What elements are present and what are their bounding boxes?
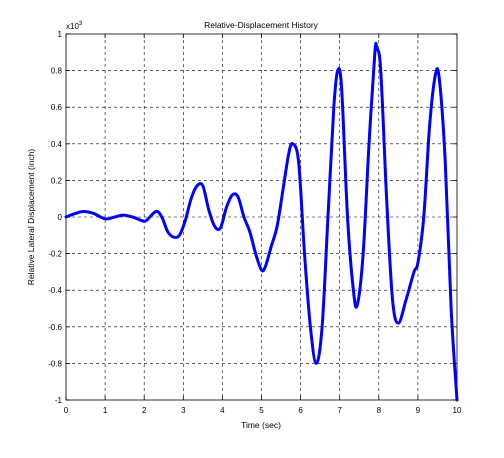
data-point xyxy=(237,196,239,198)
data-point xyxy=(456,399,458,401)
x-axis-label: Time (sec) xyxy=(241,420,281,430)
data-point xyxy=(276,225,278,227)
data-point xyxy=(422,216,425,218)
y-tick-label: -0.6 xyxy=(48,323,62,332)
data-point xyxy=(368,143,370,145)
data-point xyxy=(288,152,290,154)
data-point xyxy=(413,271,415,273)
x-tick-label: 9 xyxy=(416,406,421,415)
data-point xyxy=(82,210,85,213)
y-tick-label: 0.8 xyxy=(51,67,63,76)
x-tick-label: 0 xyxy=(64,406,69,415)
data-point xyxy=(104,218,106,220)
y-tick-label: -0.2 xyxy=(48,250,62,259)
x-tick-label: 1 xyxy=(103,406,108,415)
data-point xyxy=(145,219,147,222)
data-point xyxy=(270,245,273,248)
data-point xyxy=(225,207,228,209)
data-point xyxy=(141,219,144,222)
data-point xyxy=(379,69,382,72)
data-point xyxy=(190,197,192,200)
data-point xyxy=(264,265,267,268)
data-point xyxy=(336,69,339,72)
data-point xyxy=(297,161,300,163)
data-point xyxy=(213,225,216,227)
x-tick-labels: 0 1 2 3 4 5 6 7 8 9 10 xyxy=(64,406,462,415)
x-tick-label: 2 xyxy=(142,406,147,415)
data-point xyxy=(362,252,364,255)
y-tick-label: 1 xyxy=(58,30,63,39)
data-point xyxy=(327,216,329,218)
x-tick-label: 5 xyxy=(259,406,264,415)
data-point xyxy=(74,212,77,215)
data-point xyxy=(374,51,376,54)
data-point xyxy=(65,216,67,218)
data-point xyxy=(248,230,251,233)
y-axis-label: Relative Lateral Displacement (inch) xyxy=(26,149,36,286)
series-layer xyxy=(64,41,459,402)
y-tick-label: -1 xyxy=(55,396,63,405)
data-point xyxy=(356,304,359,306)
y-tick-label: 0 xyxy=(58,213,63,222)
data-point xyxy=(121,214,124,216)
data-point xyxy=(397,322,400,324)
y-tick-labels: -1 -0.8 -0.6 -0.4 -0.2 0 0.2 0.4 0.6 0.8 1 xyxy=(48,30,62,405)
y-exponent-label: x103 xyxy=(66,21,83,31)
data-point xyxy=(291,143,294,145)
data-point xyxy=(282,188,284,191)
data-point xyxy=(346,216,349,218)
data-point xyxy=(202,185,204,187)
data-point xyxy=(114,216,116,218)
data-point xyxy=(231,194,233,196)
data-point xyxy=(444,161,447,163)
data-point xyxy=(333,106,335,108)
y-tick-label: 0.4 xyxy=(51,140,63,149)
data-point xyxy=(340,88,343,90)
data-point xyxy=(434,73,437,76)
y-tick-label: 0.2 xyxy=(51,176,63,185)
chart-title: Relative-Displacement History xyxy=(204,20,319,30)
data-point xyxy=(207,208,210,211)
x-tick-label: 4 xyxy=(220,406,225,415)
data-point xyxy=(309,326,312,328)
x-tick-label: 10 xyxy=(453,406,462,415)
y-tick-label: 0.6 xyxy=(51,103,63,112)
data-point xyxy=(219,227,222,229)
x-tick-label: 3 xyxy=(181,406,186,415)
data-point xyxy=(254,252,257,255)
data-point xyxy=(428,124,431,127)
data-point xyxy=(260,269,263,271)
x-tick-label: 8 xyxy=(377,406,382,415)
data-point xyxy=(450,307,452,310)
data-point xyxy=(417,261,419,264)
data-point xyxy=(438,78,441,81)
data-point xyxy=(92,212,95,215)
data-point xyxy=(155,210,157,213)
y-tick-label: -0.4 xyxy=(48,286,62,295)
data-point xyxy=(178,234,181,237)
data-point xyxy=(172,236,175,238)
data-point xyxy=(315,362,318,365)
data-point xyxy=(391,298,394,301)
data-point xyxy=(376,47,378,50)
data-point xyxy=(196,185,198,187)
data-point xyxy=(184,219,187,222)
x-tick-label: 6 xyxy=(298,406,303,415)
y-tick-label: -0.8 xyxy=(48,359,62,368)
data-point xyxy=(166,230,169,233)
x-tick-label: 7 xyxy=(337,406,342,415)
data-point xyxy=(405,298,407,301)
data-point xyxy=(352,289,355,292)
data-point xyxy=(321,326,323,328)
data-point xyxy=(385,197,388,200)
data-point xyxy=(243,216,245,218)
data-point xyxy=(160,216,163,218)
data-point xyxy=(303,252,306,255)
data-point xyxy=(131,216,134,218)
